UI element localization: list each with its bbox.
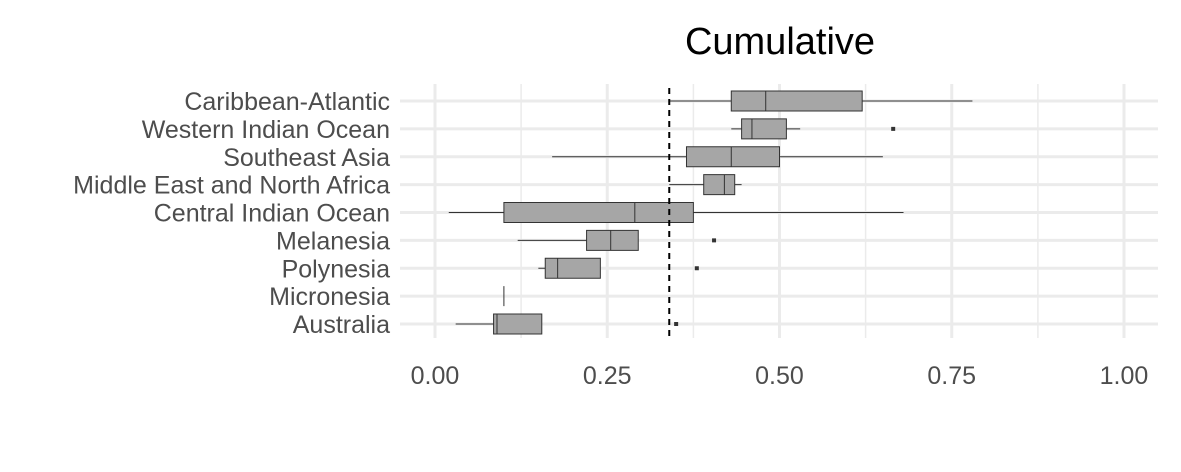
y-tick-label: Australia: [293, 311, 390, 339]
outlier-point: [891, 126, 896, 131]
y-tick-label: Southeast Asia: [223, 144, 390, 172]
box-australia: [455, 313, 679, 335]
x-tick-label: 0.25: [583, 362, 632, 390]
box-polynesia: [538, 257, 699, 279]
y-tick-label: Middle East and North Africa: [73, 172, 390, 200]
box-rect: [685, 146, 780, 168]
box-melanesia: [517, 229, 717, 251]
y-tick-label: Central Indian Ocean: [154, 200, 390, 228]
y-tick-label: Polynesia: [282, 255, 390, 283]
y-tick-label: Melanesia: [276, 227, 390, 255]
x-axis-labels: 0.00 0.25 0.50 0.75 1.00: [411, 362, 1149, 390]
box-southeast-asia: [552, 146, 883, 168]
box-middle-east-and-north-africa: [669, 174, 742, 196]
box-caribbean-atlantic: [669, 90, 973, 112]
y-tick-label: Micronesia: [269, 283, 390, 311]
box-central-indian-ocean: [448, 202, 904, 223]
x-tick-label: 1.00: [1100, 362, 1149, 390]
y-tick-label: Caribbean-Atlantic: [184, 88, 390, 116]
outlier-point: [694, 266, 699, 271]
chart-title: Cumulative: [685, 21, 875, 63]
box-rect: [741, 118, 787, 140]
box-western-indian-ocean: [731, 118, 896, 140]
y-tick-label: Western Indian Ocean: [142, 116, 390, 144]
box-rect: [544, 257, 601, 279]
box-rect: [503, 202, 694, 223]
outlier-point: [674, 322, 679, 326]
x-tick-label: 0.75: [927, 362, 976, 390]
x-tick-label: 0.00: [411, 362, 460, 390]
box-rect: [586, 229, 639, 251]
boxes-layer: [448, 90, 973, 335]
box-rect: [730, 90, 863, 112]
box-rect: [703, 174, 736, 196]
outlier-point: [712, 238, 717, 243]
box-rect: [493, 313, 543, 335]
x-tick-label: 0.50: [755, 362, 804, 390]
